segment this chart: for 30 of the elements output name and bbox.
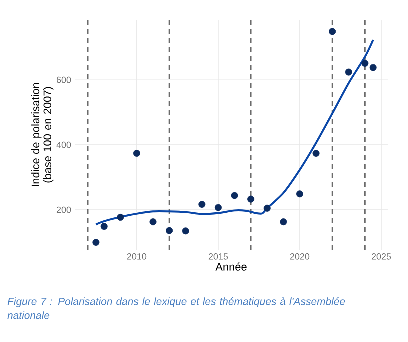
- point: [150, 218, 157, 226]
- point: [370, 64, 377, 72]
- y-tick-label: 200: [56, 206, 72, 214]
- point: [248, 196, 255, 203]
- point: [133, 150, 140, 158]
- point: [312, 150, 320, 158]
- line-series: [95, 39, 374, 226]
- y-tick-label: 400: [56, 142, 72, 148]
- x-tick-label: 2025: [372, 254, 392, 260]
- point: [345, 68, 352, 76]
- point: [296, 190, 304, 198]
- point: [362, 60, 369, 68]
- point: [117, 214, 124, 222]
- point: [329, 28, 336, 36]
- point: [92, 239, 100, 246]
- x-tick-label: 2020: [290, 254, 310, 260]
- point: [264, 204, 271, 212]
- x-tick-label: 2010: [127, 254, 147, 260]
- point: [280, 218, 288, 226]
- point: [214, 204, 222, 212]
- x-tick-label: 2015: [208, 254, 228, 260]
- point: [100, 223, 108, 230]
- y-tick-label: 600: [56, 76, 72, 84]
- point: [231, 192, 238, 200]
- x-axis-title: Année: [216, 262, 247, 271]
- caption: Figure 7 : Polarisation dans le lexique et les thématiques à l'Assemblée nationale: [8, 298, 346, 320]
- point: [166, 227, 174, 234]
- y-axis-title: Indice de polarisation (base 100 en 2007): [32, 83, 54, 186]
- point: [198, 201, 206, 208]
- point: [182, 228, 190, 235]
